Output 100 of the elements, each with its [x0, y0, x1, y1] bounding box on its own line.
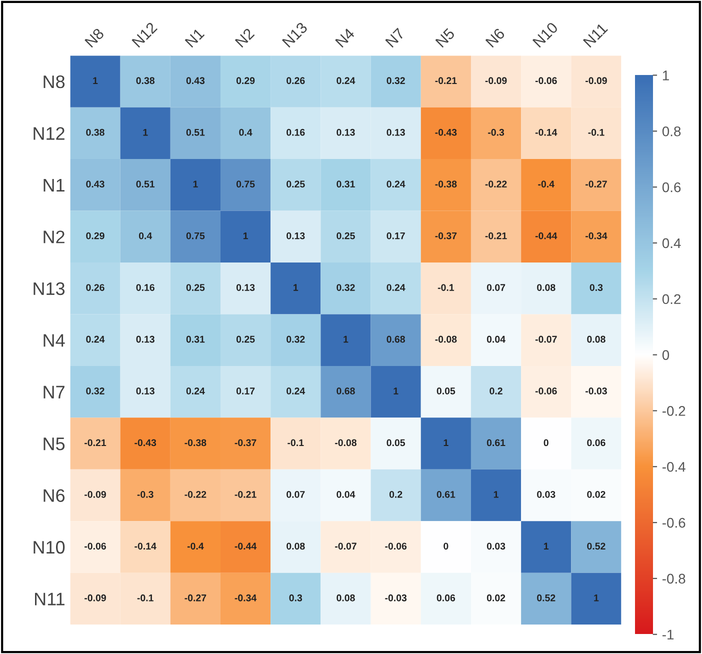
data-label: 0.04 [486, 336, 506, 343]
data-label: -0.09 [586, 77, 607, 84]
x-tick-label: N10 [532, 22, 559, 48]
y-tick-label: N1 [44, 179, 64, 192]
y-tick-label: N6 [44, 489, 65, 502]
data-label: 0.24 [186, 388, 205, 394]
data-label: 0.26 [286, 77, 305, 84]
data-label: -0.08 [435, 336, 457, 343]
data-label: -0.22 [184, 490, 206, 498]
data-label: -0.07 [535, 336, 557, 343]
data-label: -0.43 [134, 439, 156, 446]
data-label: 0.32 [386, 77, 405, 84]
data-label: 0.38 [136, 77, 155, 84]
data-label: -0.43 [435, 128, 457, 136]
data-label: -0.1 [137, 594, 154, 602]
x-tick-label: N8 [84, 28, 105, 48]
data-label: 1 [93, 77, 98, 84]
data-label: 0.29 [86, 232, 104, 240]
data-label: -0.38 [435, 180, 457, 188]
data-label: -0.34 [234, 594, 257, 602]
data-label: -0.37 [435, 232, 457, 240]
data-label: 0.02 [587, 490, 606, 498]
color-bar-label: -0.6 [662, 518, 686, 528]
data-label: 1 [344, 336, 348, 343]
data-label: -0.1 [438, 284, 454, 291]
data-label: -0.37 [234, 439, 256, 446]
data-label: 0.4 [138, 232, 152, 240]
data-label: 0.24 [286, 388, 306, 394]
data-label: 0.05 [436, 388, 456, 394]
y-tick-label: N8 [44, 75, 65, 88]
color-bar-label: 0.4 [662, 238, 681, 248]
y-tick-label: N12 [34, 127, 64, 140]
data-label: 0.06 [587, 439, 606, 446]
data-label: 1 [494, 491, 498, 498]
data-label: -0.27 [586, 180, 607, 188]
data-label: 0.75 [186, 232, 205, 240]
data-label: -0.03 [586, 388, 607, 394]
data-label: 0.03 [537, 490, 556, 498]
data-label: 0.04 [336, 490, 356, 498]
data-label: 1 [544, 542, 549, 550]
data-label: 0.25 [236, 336, 255, 343]
data-label: 0.32 [86, 388, 104, 394]
color-bar-label: -0.8 [662, 574, 686, 584]
data-label: -0.09 [485, 77, 507, 84]
color-bar-label: 0 [662, 350, 670, 360]
data-label: 0.24 [336, 77, 356, 84]
data-label: 0.3 [590, 284, 603, 291]
data-label: 0.24 [386, 180, 406, 188]
data-label: -0.21 [84, 439, 106, 446]
data-label: 0.03 [486, 542, 506, 550]
data-label: 0.43 [86, 180, 104, 188]
x-tick-label: N5 [435, 28, 456, 48]
data-label: 0.25 [186, 284, 205, 291]
y-tick-label: N11 [35, 592, 64, 606]
color-bar-label: -1 [662, 630, 674, 640]
data-label: 0.16 [286, 128, 305, 136]
data-label: -0.03 [385, 594, 407, 602]
data-label: 0.43 [186, 77, 205, 84]
data-label: 0.25 [286, 180, 305, 188]
data-label: 0.07 [486, 284, 506, 291]
data-label: 0 [444, 542, 448, 550]
data-label: -0.3 [137, 490, 154, 498]
data-label: 0.16 [136, 284, 154, 291]
data-label: 0.13 [236, 284, 255, 291]
data-label: -0.3 [488, 128, 504, 136]
data-label: 0.52 [587, 542, 606, 550]
x-tick-label: N4 [335, 28, 356, 48]
data-label: 0.68 [336, 388, 355, 394]
data-label: -0.21 [485, 232, 507, 240]
data-label: -0.14 [134, 542, 156, 550]
color-bar-label: -0.2 [662, 406, 686, 416]
data-label: -0.06 [84, 542, 106, 550]
data-label: -0.27 [184, 594, 206, 602]
data-label: -0.06 [385, 542, 407, 550]
data-label: 0.13 [136, 388, 154, 394]
data-label: 1 [444, 439, 448, 446]
data-label: 0.52 [537, 594, 556, 602]
data-label: 0.17 [236, 388, 255, 394]
data-label: 0.68 [386, 336, 405, 343]
color-bar-label: 0.2 [662, 294, 680, 304]
data-label: 0.13 [386, 128, 405, 136]
x-tick-label: N2 [234, 28, 255, 48]
y-tick-label: N5 [44, 438, 65, 450]
y-tick-label: N4 [44, 334, 65, 347]
data-label: -0.06 [535, 77, 557, 84]
data-label: -0.09 [84, 490, 106, 498]
data-label: -0.38 [184, 439, 206, 446]
color-bar-label: 0.8 [662, 126, 681, 136]
x-tick-label: N1 [184, 28, 205, 48]
data-label: -0.22 [485, 180, 507, 188]
y-tick-label: N7 [44, 386, 64, 398]
data-label: 0.3 [289, 594, 302, 602]
data-label: 0.75 [236, 180, 255, 188]
color-bar-label: 1 [662, 70, 669, 80]
x-tick-label: N12 [132, 22, 158, 48]
data-label: 0.17 [386, 232, 405, 240]
data-label: 0.24 [86, 336, 105, 343]
data-label: 0.25 [336, 232, 355, 240]
data-label: 0.32 [286, 336, 305, 343]
data-label: 0.02 [486, 594, 506, 602]
